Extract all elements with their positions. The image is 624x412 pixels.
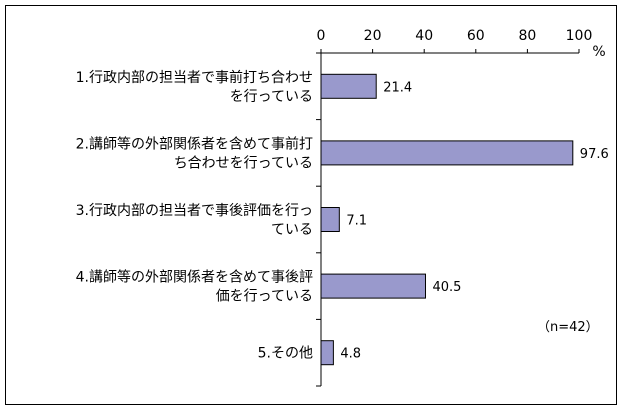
category-label: ている [271, 222, 313, 238]
bar [320, 207, 340, 232]
x-tick-label: 20 [364, 28, 382, 44]
bar-value-label: 4.8 [340, 347, 361, 362]
sample-size-note: （n=42） [537, 320, 599, 335]
value-labels: 21.4 97.6 7.1 40.5 4.8 [340, 80, 608, 361]
x-tick-label: 100 [566, 28, 593, 44]
x-tick-labels: 0 20 40 60 80 100 [317, 28, 593, 44]
category-label: ち合わせを行っている [174, 155, 313, 171]
category-label: 価を行っている [216, 289, 313, 305]
bars [320, 73, 574, 366]
bar-value-label: 7.1 [346, 214, 367, 229]
bar [320, 340, 334, 366]
chart-frame: 0 20 40 60 80 100 21.4 97.6 7.1 40.5 4.8 1.行政内部の担… [5, 5, 617, 405]
bar [320, 73, 377, 99]
bar-value-label: 40.5 [432, 280, 461, 295]
bar-chart: 0 20 40 60 80 100 21.4 97.6 7.1 40.5 4.8 1.行政内部の担… [76, 28, 609, 387]
x-tick-label: 60 [467, 28, 485, 44]
bar [320, 273, 426, 299]
category-label: を行っている [230, 89, 313, 105]
x-tick-label: 40 [415, 28, 433, 44]
category-label: 3.行政内部の担当者で事後評価を行っ [76, 203, 313, 219]
bar-value-label: 97.6 [580, 147, 609, 162]
category-label: 5.その他 [258, 346, 313, 362]
x-tick-label: 0 [317, 28, 326, 44]
bar-value-label: 21.4 [383, 80, 412, 95]
category-label: 4.講師等の外部関係者を含めて事後評 [76, 269, 313, 286]
x-tick-label: 80 [518, 28, 536, 44]
bar [320, 140, 574, 166]
category-label: 2.講師等の外部関係者を含めて事前打 [76, 135, 313, 152]
category-label: 1.行政内部の担当者で事前打ち合わせ [76, 69, 313, 86]
x-unit-label: % [592, 44, 605, 60]
